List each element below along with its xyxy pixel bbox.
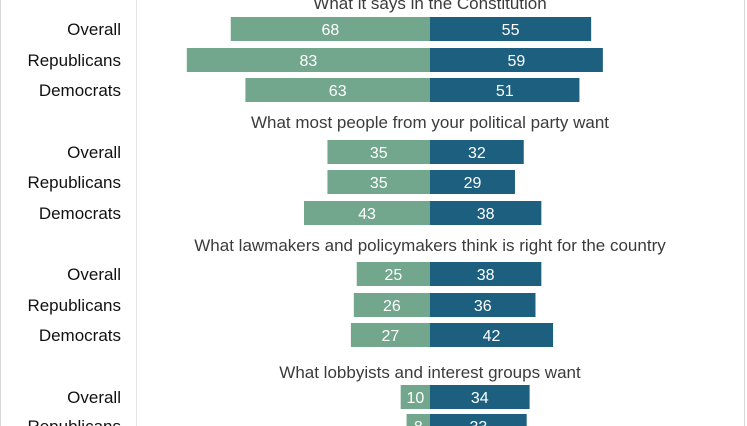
row-label: Overall <box>67 20 121 39</box>
left-bar <box>327 170 430 194</box>
right-bar <box>430 293 536 317</box>
group-title: What lawmakers and policymakers think is… <box>194 236 666 255</box>
row-label: Overall <box>67 265 121 284</box>
row-label: Republicans <box>27 417 121 426</box>
row-label: Democrats <box>39 81 121 100</box>
right-value-label: 59 <box>508 53 526 70</box>
right-value-label: 42 <box>483 328 501 345</box>
right-bar <box>430 48 603 72</box>
left-bar <box>400 385 430 409</box>
right-value-label: 38 <box>477 267 495 284</box>
left-bar <box>350 323 430 347</box>
left-bar <box>186 48 430 72</box>
group-title: What it says in the Constitution <box>313 0 546 13</box>
left-value-label: 68 <box>321 22 339 39</box>
left-value-label: 10 <box>406 390 424 407</box>
right-bar <box>430 170 515 194</box>
row-label: Democrats <box>39 326 121 345</box>
row-label: Republicans <box>27 296 121 315</box>
right-value-label: 38 <box>477 206 495 223</box>
right-bar <box>430 78 580 102</box>
row-label: Republicans <box>27 51 121 70</box>
left-bar <box>245 78 430 102</box>
group-title: What most people from your political par… <box>251 113 609 132</box>
row-label: Overall <box>67 388 121 407</box>
label-column-divider <box>136 0 137 426</box>
right-bar <box>430 262 542 286</box>
right-value-label: 32 <box>468 145 486 162</box>
row-label: Democrats <box>39 204 121 223</box>
right-value-label: 51 <box>496 83 514 100</box>
left-bar <box>406 414 430 426</box>
left-value-label: 35 <box>370 145 388 162</box>
right-value-label: 55 <box>502 22 520 39</box>
left-value-label: 43 <box>358 206 376 223</box>
left-value-label: 83 <box>300 53 318 70</box>
right-value-label: 33 <box>469 419 487 426</box>
right-bar <box>430 140 524 164</box>
row-label: Overall <box>67 143 121 162</box>
right-bar <box>430 385 530 409</box>
left-bar <box>230 17 430 41</box>
group-title: What lobbyists and interest groups want <box>279 363 581 382</box>
left-value-label: 27 <box>382 328 400 345</box>
left-bar <box>304 201 430 225</box>
left-value-label: 26 <box>383 298 401 315</box>
right-bar <box>430 323 554 347</box>
left-value-label: 63 <box>329 83 347 100</box>
left-value-label: 25 <box>384 267 402 284</box>
right-value-label: 36 <box>474 298 492 315</box>
left-bar <box>353 293 430 317</box>
left-value-label: 35 <box>370 175 388 192</box>
left-bar <box>356 262 430 286</box>
right-bar <box>430 414 527 426</box>
left-bar <box>327 140 430 164</box>
right-bar <box>430 17 592 41</box>
right-value-label: 29 <box>464 175 482 192</box>
row-label: Republicans <box>27 173 121 192</box>
left-value-label: 8 <box>414 419 423 426</box>
right-bar <box>430 201 542 225</box>
right-value-label: 34 <box>471 390 489 407</box>
